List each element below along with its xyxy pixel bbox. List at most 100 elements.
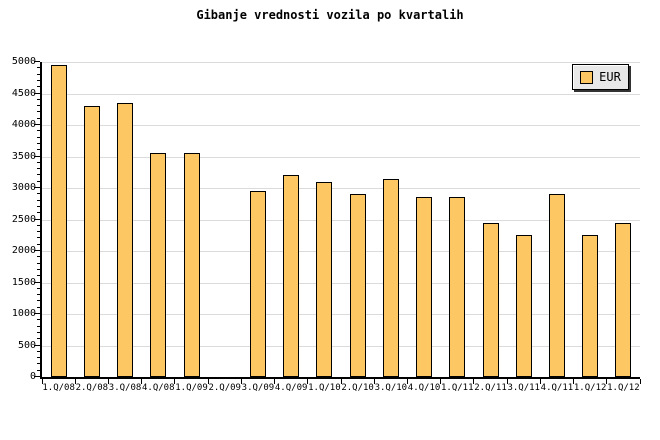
y-tick-label: 0 [29,371,36,382]
y-minor-tick [37,168,40,170]
y-minor-tick [37,256,40,258]
x-tick-label: 1.Q/11 [441,383,474,393]
y-major-tick [34,250,40,251]
gridline [42,282,640,284]
y-minor-tick [37,105,40,107]
y-minor-tick [37,161,40,163]
gridline [42,314,640,315]
y-tick-label: 4500 [11,87,36,99]
y-major-tick [34,218,40,220]
x-tick-label: 2.Q/10 [341,383,374,393]
legend-swatch [580,70,594,84]
gridline [42,156,640,158]
y-minor-tick [37,205,40,207]
x-tick-label: 1.Q/12 [573,383,607,393]
x-tick [107,379,109,384]
y-major-tick [34,187,40,188]
y-axis-labels: 0 500 1000 1500 2000 2500 3000 3500 4000 4500 5000 [0,56,36,382]
bar [482,222,499,377]
bar [283,175,300,377]
y-minor-tick [37,331,40,333]
y-minor-tick [37,287,40,289]
legend: EUR [572,64,629,90]
y-minor-tick [37,243,40,245]
x-tick-label: 1.Q/09 [175,383,208,393]
y-minor-tick [37,306,40,308]
gridline [42,62,640,63]
y-minor-tick [37,117,40,119]
y-tick-label: 2000 [11,245,36,256]
y-minor-tick [37,262,40,264]
y-minor-tick [37,338,40,340]
y-minor-tick [37,224,40,226]
bar [249,191,266,377]
y-tick-label: 4000 [11,119,36,130]
gridline [42,125,640,126]
bar [183,153,200,377]
y-major-tick [34,124,40,125]
x-tick-label: 4.Q/10 [407,383,441,393]
y-minor-tick [37,136,40,138]
y-minor-tick [37,79,40,81]
y-minor-tick [37,98,40,100]
y-minor-tick [37,193,40,195]
y-minor-tick [37,357,40,359]
y-tick-label: 1500 [11,276,36,288]
x-tick [373,379,375,384]
y-major-tick [34,92,40,94]
y-major-tick [34,376,40,377]
bar [83,106,100,377]
chart-title: Gibanje vrednosti vozila po kvartalih [196,8,464,22]
bar [416,197,433,377]
y-minor-tick [37,142,40,144]
x-tick [506,379,508,384]
x-tick-label: 3.Q/08 [108,383,142,393]
y-axis-line [40,62,42,379]
x-tick [307,379,309,384]
x-tick-label: 4.Q/11 [540,383,574,393]
gridline [42,251,640,252]
y-minor-tick [37,294,40,296]
x-tick [74,379,76,384]
x-tick-label: 3.Q/11 [507,383,540,393]
legend-label: EUR [599,69,621,84]
bar [150,153,167,377]
y-minor-tick [37,199,40,201]
gridline [42,345,640,347]
x-tick-label: 1.Q/12 [607,383,640,393]
y-minor-tick [37,300,40,302]
x-tick [406,379,408,384]
y-minor-tick [37,363,40,365]
bar [117,102,134,377]
y-minor-tick [37,111,40,113]
bar [582,235,599,377]
y-minor-tick [37,180,40,182]
y-minor-tick [37,319,40,321]
gridline [42,219,640,221]
x-tick [240,379,242,384]
y-tick-label: 1000 [11,308,36,319]
x-tick-label: 1.Q/10 [308,383,341,393]
x-tick-label: 2.Q/08 [75,383,109,393]
x-tick-label: 2.Q/11 [474,383,507,393]
y-minor-tick [37,67,40,69]
bar [548,194,565,377]
y-tick-label: 500 [17,339,36,351]
x-tick-label: 4.Q/08 [142,383,175,393]
x-tick [639,379,641,384]
gridline [42,93,640,95]
y-major-tick [34,61,40,62]
y-minor-tick [37,325,40,327]
bar [349,194,366,377]
gridline [42,188,640,189]
y-tick-label: 2500 [11,213,36,225]
x-axis-line [40,377,640,379]
x-tick [340,379,342,384]
y-minor-tick [37,369,40,371]
y-minor-tick [37,237,40,239]
y-minor-tick [37,86,40,88]
y-tick-label: 5000 [11,56,36,67]
y-minor-tick [37,231,40,233]
x-tick [274,379,276,384]
